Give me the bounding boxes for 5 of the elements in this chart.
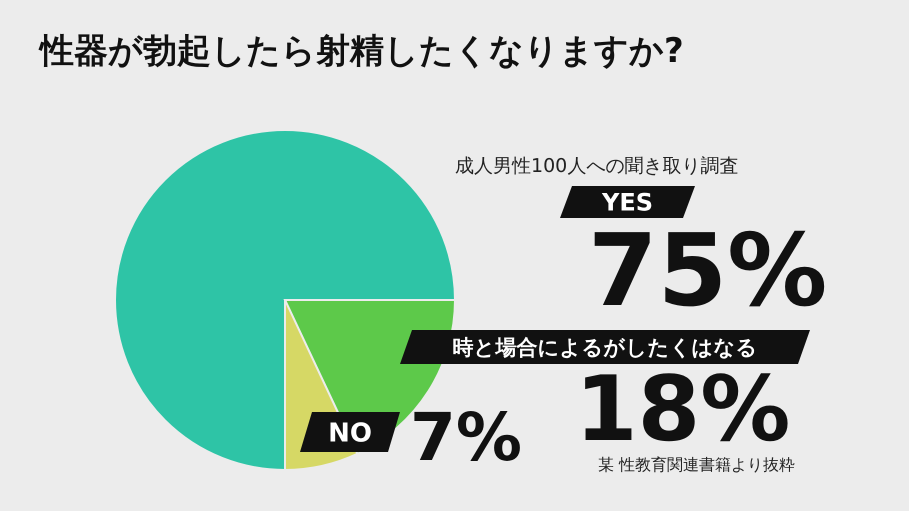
value-label: 7% [410, 399, 522, 476]
category-label: 時と場合によるがしたくはなる [452, 336, 758, 360]
category-label: NO [328, 418, 372, 448]
title: 性器が勃起したら射精したくなりますか? [40, 31, 684, 71]
subtitle: 成人男性100人への聞き取り調査 [455, 155, 738, 177]
